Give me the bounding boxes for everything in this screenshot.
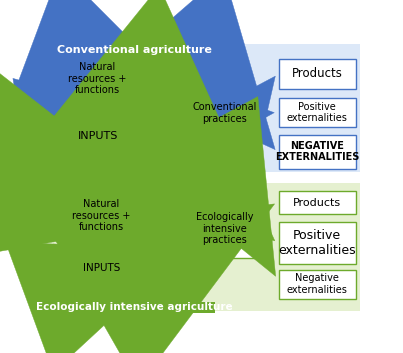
Bar [278, 98, 355, 127]
Bar [278, 135, 355, 169]
Bar [63, 191, 140, 241]
Bar [63, 59, 132, 98]
Bar [194, 89, 256, 139]
Text: Positive
externalities: Positive externalities [287, 102, 347, 123]
Text: Ecologically
intensive
practices: Ecologically intensive practices [196, 212, 253, 245]
Text: Positive
externalities: Positive externalities [278, 228, 356, 257]
Bar [278, 191, 355, 214]
Bar [53, 302, 215, 313]
Text: NEGATIVE
EXTERNALITIES: NEGATIVE EXTERNALITIES [275, 141, 359, 162]
Text: INPUTS: INPUTS [83, 263, 120, 273]
Bar [53, 44, 360, 173]
Text: Conventional agriculture: Conventional agriculture [57, 45, 212, 55]
Bar [63, 256, 140, 280]
Text: Natural
resources +
functions: Natural resources + functions [69, 62, 127, 95]
Bar [63, 108, 132, 166]
Text: Products: Products [293, 198, 341, 208]
Bar [190, 200, 259, 258]
Bar [278, 269, 355, 299]
Text: Products: Products [292, 67, 343, 80]
Text: Negative
externalities: Negative externalities [287, 273, 347, 295]
Bar [278, 222, 355, 264]
Text: Ecologically intensive agriculture: Ecologically intensive agriculture [36, 302, 233, 312]
Text: Conventional
practices: Conventional practices [193, 102, 257, 124]
Bar [53, 183, 360, 311]
Text: Natural
resources +
functions: Natural resources + functions [72, 199, 131, 232]
Bar [278, 59, 355, 89]
Text: INPUTS: INPUTS [77, 131, 118, 141]
Bar [53, 44, 215, 56]
